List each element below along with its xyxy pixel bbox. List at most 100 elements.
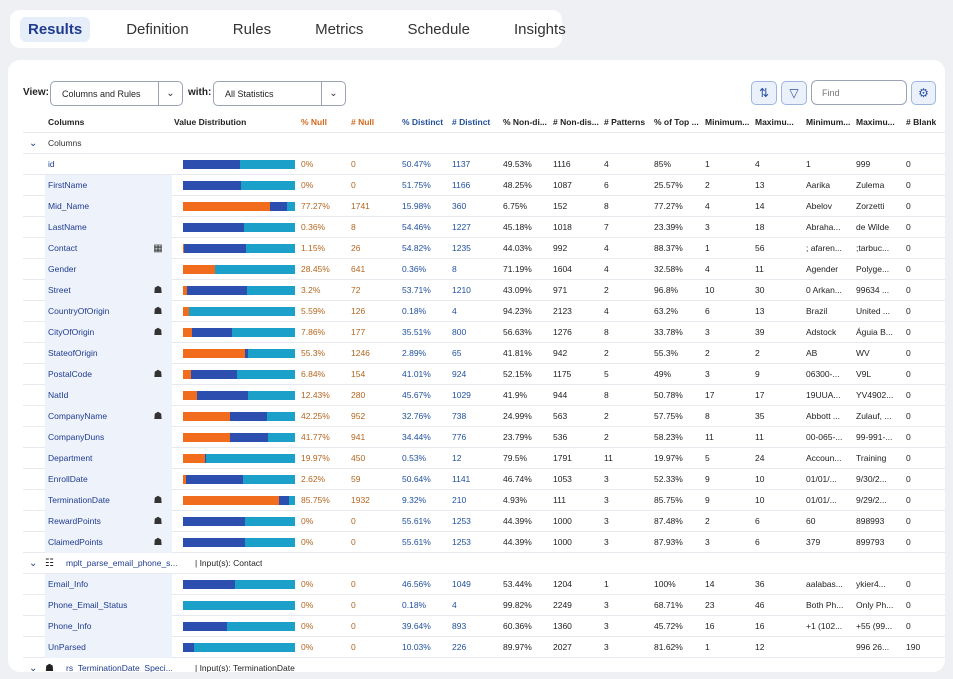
table-row[interactable]: Email_Info 0% 0 46.56% 1049 53.44% 1204 1 100% 14…	[23, 574, 945, 595]
tab-insights[interactable]: Insights	[514, 20, 566, 38]
tab-schedule[interactable]: Schedule	[407, 20, 470, 38]
group-row[interactable]: ⌄ ☷ mplt_parse_email_phone_s... | Input(s):…	[23, 553, 945, 574]
column-header[interactable]: % Non-di...	[503, 117, 547, 127]
chevron-down-icon[interactable]: ⌄	[29, 558, 38, 569]
table-row[interactable]: RewardPoints ☗ 0% 0 55.61% 1253 44.39% 1000 3 87.…	[23, 511, 945, 532]
column-name[interactable]: CityOfOrigin	[45, 322, 172, 343]
table-row[interactable]: TerminationDate ☗ 85.75% 1932 9.32% 210 4.93% 1…	[23, 490, 945, 511]
filter-button[interactable]: ▽	[781, 81, 807, 105]
view-select[interactable]: Columns and Rules ⌄	[50, 81, 183, 106]
column-name[interactable]: CompanyDuns	[45, 427, 172, 448]
table-row[interactable]: CompanyDuns 41.77% 941 34.44% 776 23.79% 536 2 5…	[23, 427, 945, 448]
cell-pd: 34.44%	[402, 432, 431, 442]
column-name[interactable]: Phone_Info	[45, 616, 172, 637]
nondistinct-segment	[245, 538, 295, 547]
column-name[interactable]: UnParsed	[45, 637, 172, 658]
cell-nd: 65	[452, 348, 462, 358]
table-row[interactable]: CompanyName ☗ 42.25% 952 32.76% 738 24.99% 563 2…	[23, 406, 945, 427]
column-header[interactable]: # Patterns	[604, 117, 646, 127]
find-input[interactable]	[811, 80, 907, 105]
column-name[interactable]: LastName	[45, 217, 172, 238]
column-name[interactable]: id	[48, 159, 55, 169]
column-name[interactable]: Gender	[45, 259, 172, 280]
table-row[interactable]: UnParsed 0% 0 10.03% 226 89.97% 2027 3 81.62% 1 12…	[23, 637, 945, 658]
table-row[interactable]: Mid_Name 77.27% 1741 15.98% 360 6.75% 152 8 77.2…	[23, 196, 945, 217]
cell-nd: 776	[452, 432, 467, 442]
column-name[interactable]: RewardPoints	[45, 511, 172, 532]
column-name[interactable]: Street	[45, 280, 172, 301]
table-row[interactable]: Department 19.97% 450 0.53% 12 79.5% 1791 11 19.…	[23, 448, 945, 469]
column-name[interactable]: Email_Info	[45, 574, 172, 595]
settings-button[interactable]: ⚙	[911, 81, 936, 105]
table-row[interactable]: Gender 28.45% 641 0.36% 8 71.19% 1604 4 32.58% 4 1…	[23, 259, 945, 280]
cell-minv: Adstock	[806, 327, 837, 337]
column-name[interactable]: Phone_Email_Status	[45, 595, 172, 616]
cell-nnd: 1018	[553, 222, 572, 232]
table-row[interactable]: Contact ▦ 1.15% 26 54.82% 1235 44.03% 992 4 88.37…	[23, 238, 945, 259]
value-distribution-bar	[183, 496, 295, 505]
column-name[interactable]: TerminationDate	[45, 490, 172, 511]
cell-pat: 3	[604, 495, 609, 505]
nondistinct-segment	[239, 160, 295, 169]
column-name[interactable]: FirstName	[45, 175, 172, 196]
column-name[interactable]: CountryOfOrigin	[45, 301, 172, 322]
nondistinct-segment	[248, 349, 295, 358]
cell-minv: AB	[806, 348, 818, 358]
table-row[interactable]: CountryOfOrigin ☗ 5.59% 126 0.18% 4 94.23% 2123…	[23, 301, 945, 322]
with-select[interactable]: All Statistics ⌄	[213, 81, 346, 106]
column-name[interactable]: ClaimedPoints	[45, 532, 172, 553]
column-header[interactable]: # Blank	[906, 117, 937, 127]
table-row[interactable]: id 0% 0 50.47% 1137 49.53% 1116 4 85% 1 4 1 999 0	[23, 154, 945, 175]
column-name[interactable]: NatId	[45, 385, 172, 406]
chevron-down-icon[interactable]: ⌄	[29, 663, 38, 672]
cell-maxl: 17	[755, 390, 765, 400]
column-header[interactable]: Maximu...	[755, 117, 794, 127]
table-row[interactable]: ClaimedPoints ☗ 0% 0 55.61% 1253 44.39% 1000 3 87…	[23, 532, 945, 553]
tab-rules[interactable]: Rules	[232, 20, 272, 38]
cell-pn: 0.36%	[301, 222, 326, 232]
table-row[interactable]: Phone_Info 0% 0 39.64% 893 60.36% 1360 3 45.72% 1…	[23, 616, 945, 637]
sort-button[interactable]: ⇅	[751, 81, 777, 105]
cell-nn: 177	[351, 327, 366, 337]
tab-results[interactable]: Results	[20, 16, 91, 42]
cell-nd: 1253	[452, 537, 471, 547]
cell-minl: 3	[705, 537, 710, 547]
column-name[interactable]: Contact	[45, 238, 172, 259]
table-row[interactable]: FirstName 0% 0 51.75% 1166 48.25% 1087 6 25.57% 2…	[23, 175, 945, 196]
cell-top: 19.97%	[654, 453, 683, 463]
column-header[interactable]: # Null	[351, 117, 375, 127]
cell-top: 32.58%	[654, 264, 683, 274]
column-header[interactable]: Columns	[48, 117, 85, 127]
tab-metrics[interactable]: Metrics	[315, 20, 364, 38]
column-header[interactable]: % of Top ...	[654, 117, 699, 127]
cell-pn: 55.3%	[301, 348, 326, 358]
chevron-down-icon[interactable]: ⌄	[29, 138, 38, 149]
column-header[interactable]: Minimum...	[806, 117, 851, 127]
column-name[interactable]: CompanyName	[45, 406, 172, 427]
group-row[interactable]: ⌄ ☗ rs_TerminationDate_Speci... | Input(s):…	[23, 658, 945, 672]
column-header[interactable]: % Null	[301, 117, 327, 127]
tab-definition[interactable]: Definition	[126, 20, 189, 38]
table-row[interactable]: NatId 12.43% 280 45.67% 1029 41.9% 944 8 50.78% 1…	[23, 385, 945, 406]
column-header[interactable]: % Distinct	[402, 117, 444, 127]
column-name[interactable]: EnrollDate	[45, 469, 172, 490]
table-row[interactable]: Phone_Email_Status 0% 0 0.18% 4 99.82% 2249 3 68…	[23, 595, 945, 616]
column-header[interactable]: Maximu...	[856, 117, 895, 127]
column-header[interactable]: Minimum...	[705, 117, 750, 127]
column-header[interactable]: Value Distribution	[174, 117, 247, 127]
table-row[interactable]: StateofOrigin 55.3% 1246 2.89% 65 41.81% 942 2 5…	[23, 343, 945, 364]
column-name[interactable]: PostalCode	[45, 364, 172, 385]
table-row[interactable]: EnrollDate 2.62% 59 50.64% 1141 46.74% 1053 3 52…	[23, 469, 945, 490]
column-name[interactable]: Mid_Name	[45, 196, 172, 217]
cell-pd: 10.03%	[402, 642, 431, 652]
column-header[interactable]: # Distinct	[452, 117, 491, 127]
table-row[interactable]: PostalCode ☗ 6.84% 154 41.01% 924 52.15% 1175 5 4…	[23, 364, 945, 385]
column-name[interactable]: StateofOrigin	[45, 343, 172, 364]
table-row[interactable]: LastName 0.36% 8 54.46% 1227 45.18% 1018 7 23.39…	[23, 217, 945, 238]
group-row[interactable]: ⌄ Columns	[23, 133, 945, 154]
column-header[interactable]: # Non-dis...	[553, 117, 599, 127]
column-name[interactable]: Department	[45, 448, 172, 469]
table-row[interactable]: CityOfOrigin ☗ 7.86% 177 35.51% 800 56.63% 1276…	[23, 322, 945, 343]
cell-pd: 0.53%	[402, 453, 427, 463]
table-row[interactable]: Street ☗ 3.2% 72 53.71% 1210 43.09% 971 2 96.8% 10…	[23, 280, 945, 301]
